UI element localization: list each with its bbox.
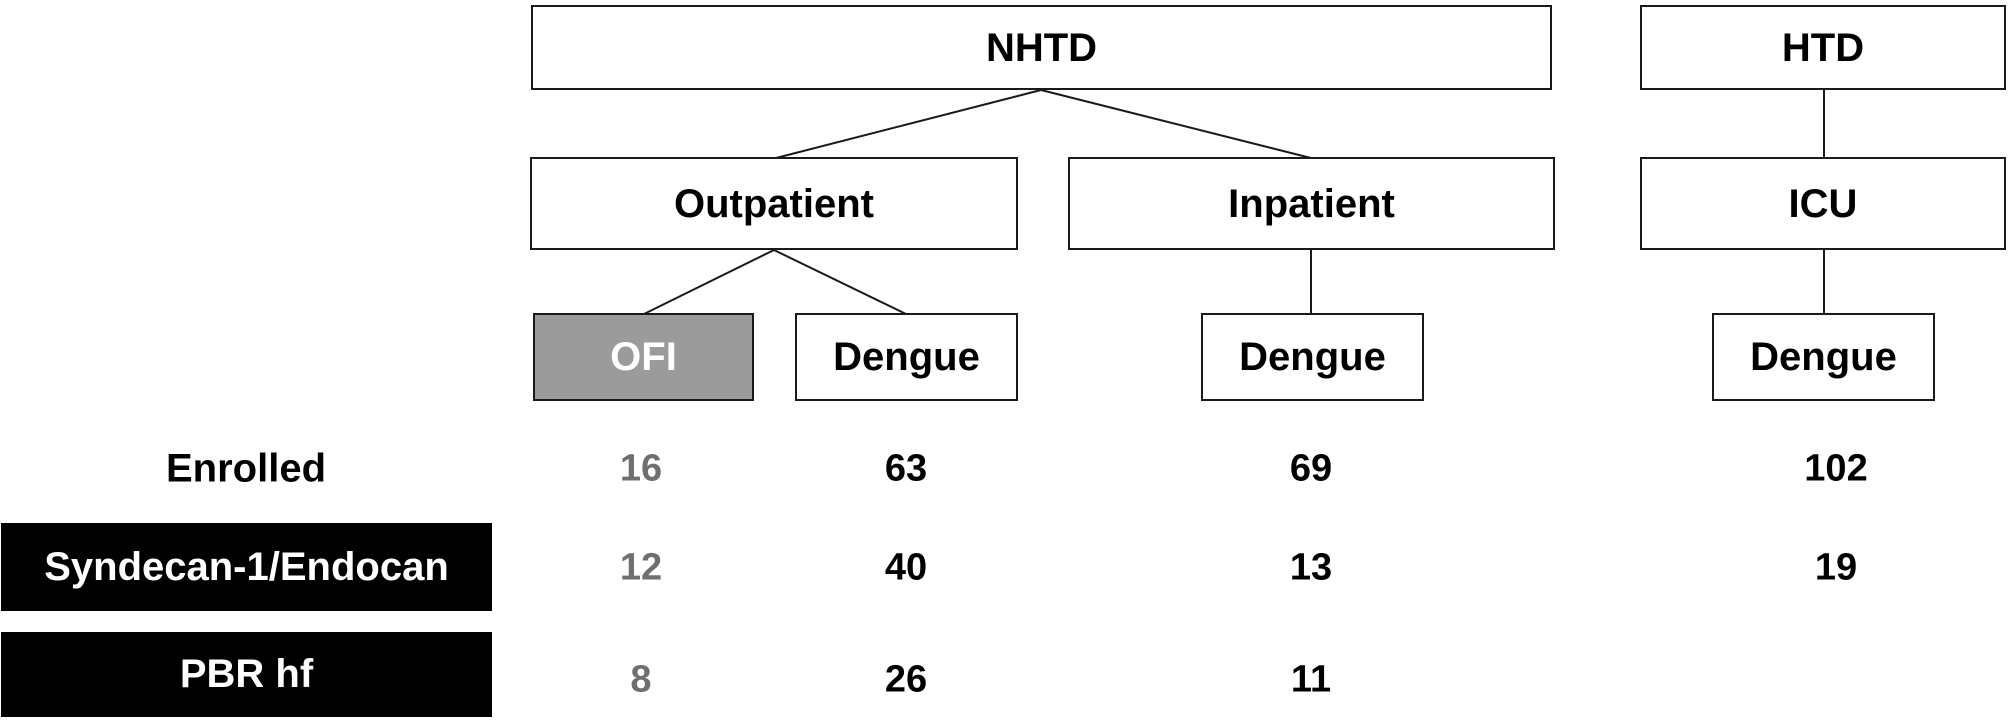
node-dengue-icu-label: Dengue	[1750, 335, 1897, 379]
connector-outpatient-dengue	[773, 249, 907, 315]
connector-outpatient-ofi	[643, 249, 775, 315]
cell-enrolled-dengue-inpatient: 69	[1289, 447, 1333, 490]
row-label-pbr-hf-text: PBR hf	[179, 652, 314, 696]
row-label-pbr-hf: PBR hf	[1, 632, 492, 717]
node-htd-label: HTD	[1781, 25, 1865, 70]
node-dengue-icu: Dengue	[1712, 313, 1935, 401]
node-nhtd-label: NHTD	[985, 25, 1098, 70]
node-outpatient-label: Outpatient	[674, 181, 874, 226]
cell-syndecan-dengue-icu: 19	[1814, 546, 1858, 589]
cell-pbr-dengue-outpatient: 26	[884, 658, 928, 701]
row-label-syndecan-endocan-text: Syndecan-1/Endocan	[44, 544, 449, 589]
node-dengue-inpatient-label: Dengue	[1239, 335, 1386, 379]
cell-syndecan-ofi: 12	[619, 546, 663, 589]
node-inpatient: Inpatient	[1068, 157, 1555, 250]
cell-enrolled-dengue-icu: 102	[1804, 447, 1868, 490]
node-dengue-inpatient: Dengue	[1201, 313, 1424, 401]
cell-syndecan-dengue-outpatient: 40	[884, 546, 928, 589]
node-icu-label: ICU	[1788, 181, 1858, 226]
node-ofi: OFI	[533, 313, 754, 401]
node-dengue-outpatient-label: Dengue	[833, 335, 980, 379]
row-label-syndecan-endocan: Syndecan-1/Endocan	[1, 523, 492, 611]
node-inpatient-label: Inpatient	[1228, 181, 1395, 226]
cell-enrolled-ofi: 16	[619, 447, 663, 490]
node-nhtd: NHTD	[531, 5, 1552, 90]
connector-nhtd-inpatient	[1040, 89, 1312, 159]
cell-syndecan-dengue-inpatient: 13	[1289, 546, 1333, 589]
cell-enrolled-dengue-outpatient: 63	[884, 447, 928, 490]
node-dengue-outpatient: Dengue	[795, 313, 1018, 401]
cell-pbr-dengue-inpatient: 11	[1290, 658, 1332, 701]
cell-pbr-ofi: 8	[630, 658, 652, 701]
node-outpatient: Outpatient	[530, 157, 1018, 250]
node-htd: HTD	[1640, 5, 2006, 90]
node-icu: ICU	[1640, 157, 2006, 250]
connector-nhtd-outpatient	[775, 89, 1042, 159]
node-ofi-label: OFI	[610, 335, 677, 379]
row-label-enrolled: Enrolled	[165, 446, 327, 491]
